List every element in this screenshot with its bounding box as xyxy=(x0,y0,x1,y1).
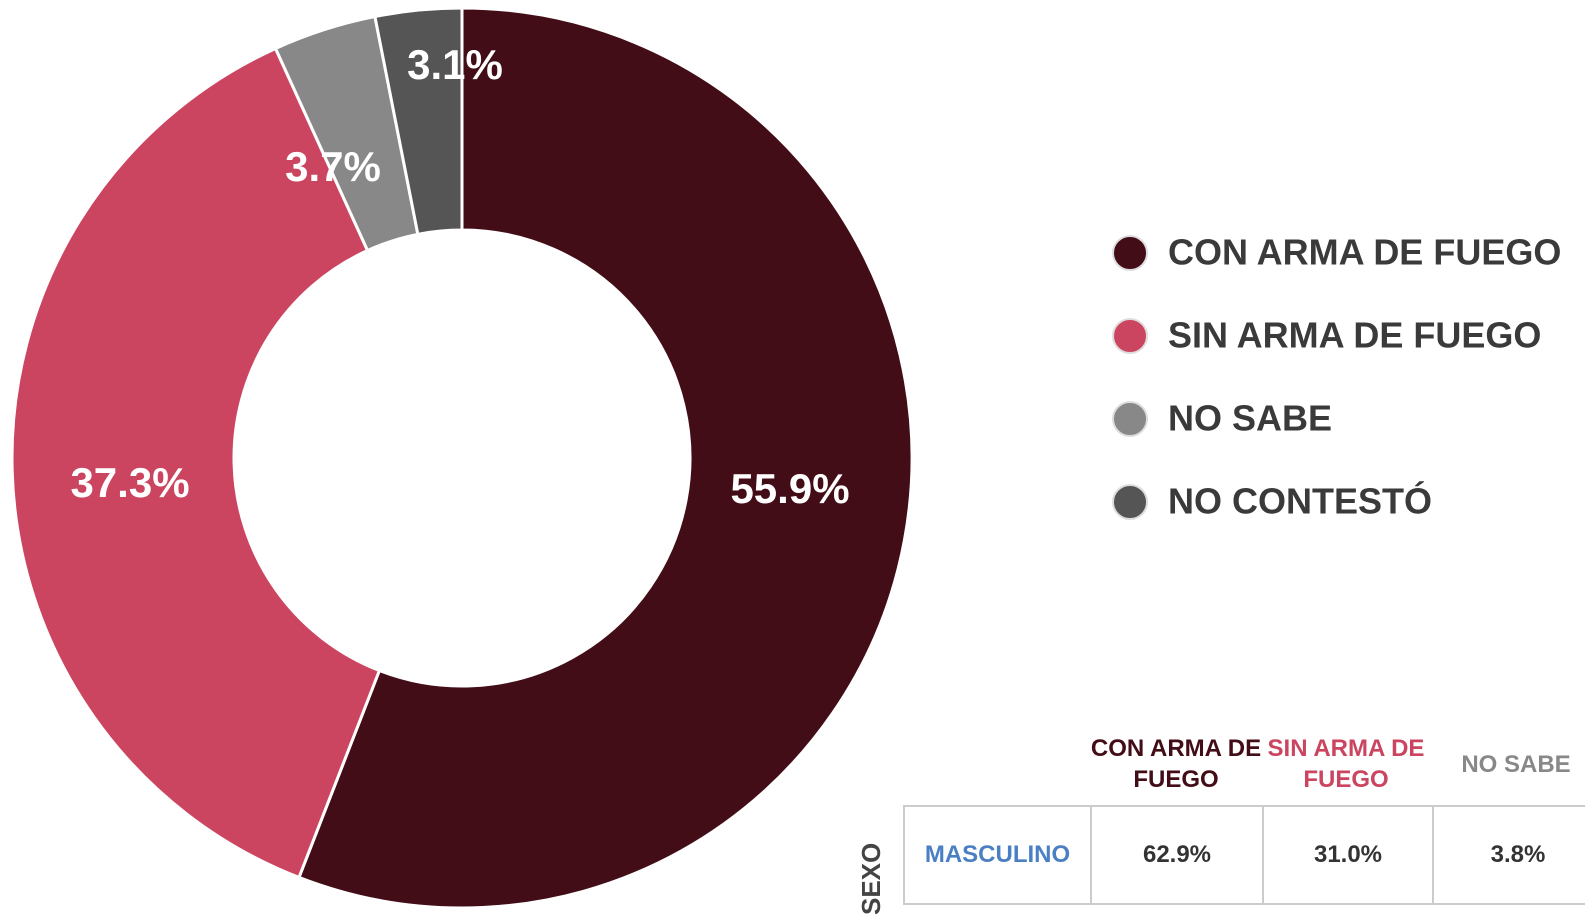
donut-slice xyxy=(10,46,382,880)
data-label: 37.3% xyxy=(70,459,189,506)
row-group-label: SEXO xyxy=(856,842,886,915)
legend-label: NO CONTESTÓ xyxy=(1168,480,1432,522)
row-label: MASCULINO xyxy=(903,805,1090,905)
data-label: 55.9% xyxy=(730,465,849,512)
cell: 31.0% xyxy=(1262,805,1432,905)
donut-slice xyxy=(297,6,914,910)
legend-marker xyxy=(1112,318,1148,354)
legend-label: SIN ARMA DE FUEGO xyxy=(1168,315,1541,356)
data-label: 3.1% xyxy=(407,41,503,88)
legend-marker xyxy=(1112,401,1148,437)
cell: 3.8% xyxy=(1432,805,1585,905)
legend-marker xyxy=(1112,235,1148,271)
cell: 62.9% xyxy=(1090,805,1262,905)
column-header: CON ARMA DE FUEGO xyxy=(1090,735,1262,793)
column-header: SIN ARMA DE FUEGO xyxy=(1267,735,1425,793)
data-label: 3.7% xyxy=(285,143,381,190)
legend-marker xyxy=(1112,484,1148,520)
legend-label: NO SABE xyxy=(1168,398,1332,439)
legend-label: CON ARMA DE FUEGO xyxy=(1168,232,1561,273)
donut-slice xyxy=(373,6,464,237)
column-header: NO SABE xyxy=(1461,751,1571,778)
